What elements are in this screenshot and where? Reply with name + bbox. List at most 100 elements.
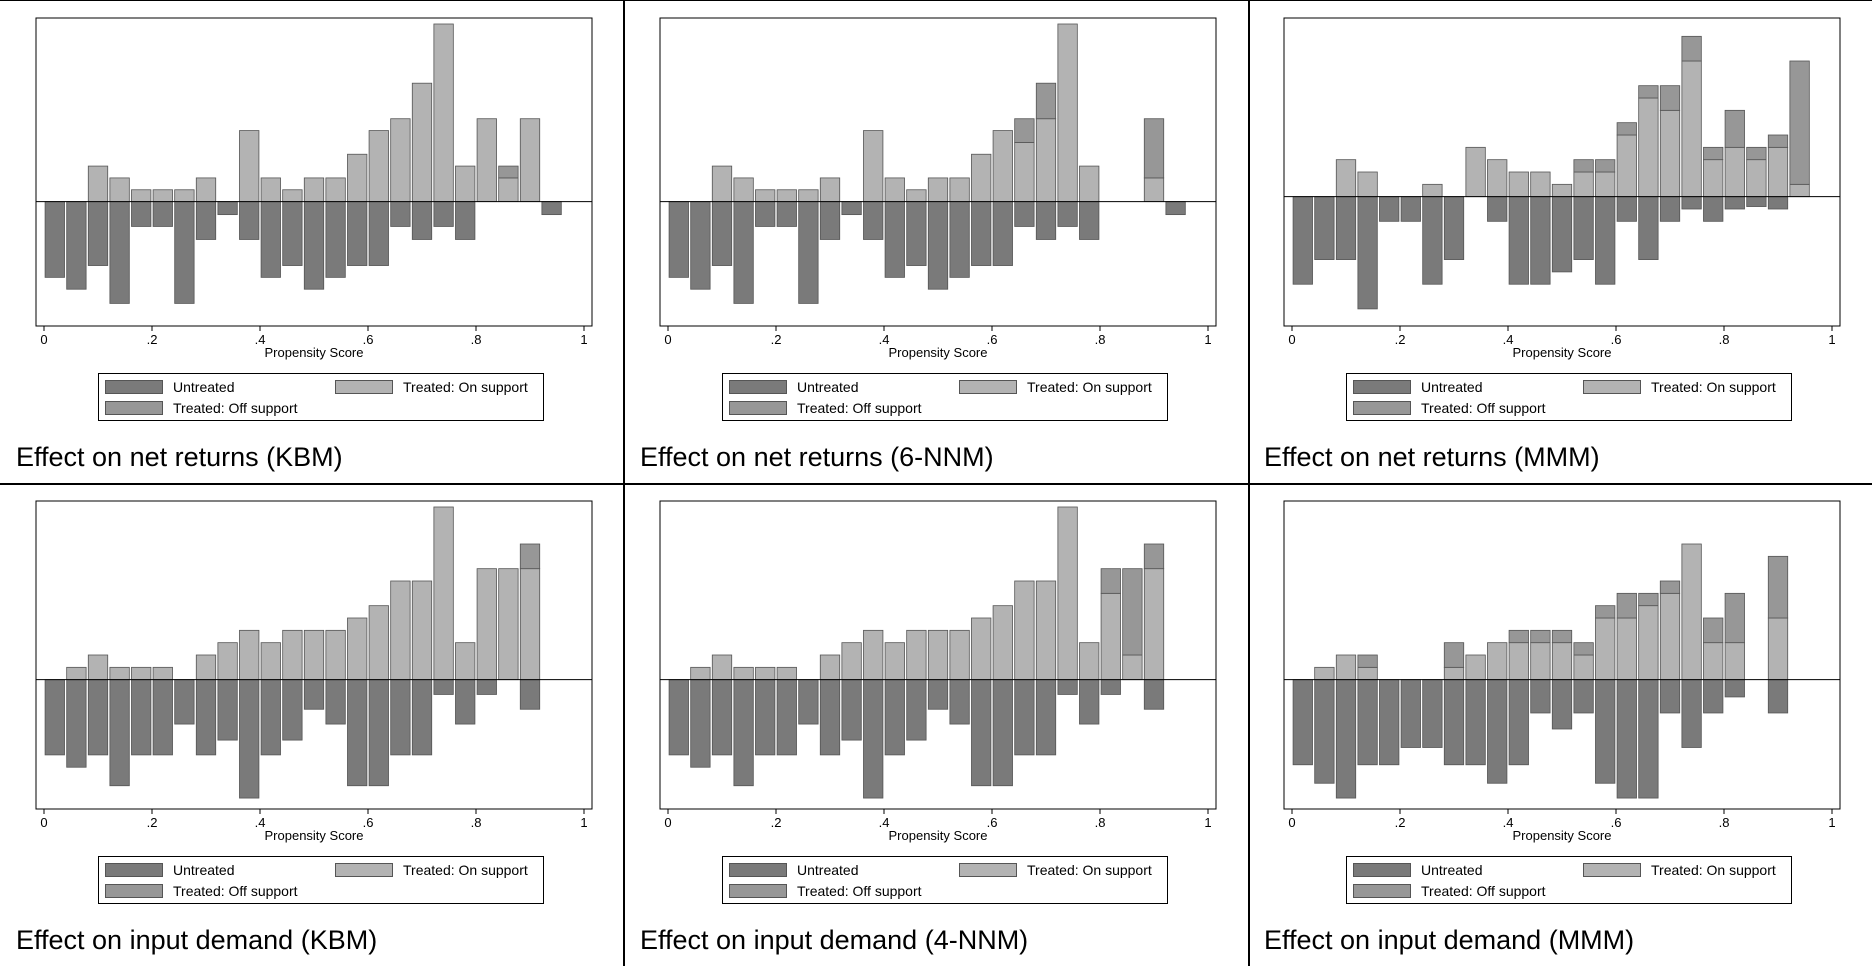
bar-treated-on-support: [411, 82, 433, 202]
bar-treated-off-support: [1659, 580, 1681, 594]
bar-untreated: [1681, 679, 1702, 748]
bar-untreated: [1292, 679, 1313, 766]
bar-untreated: [1335, 679, 1357, 799]
panel-caption: Effect on input demand (KBM): [16, 925, 378, 955]
x-tick-label: .4: [879, 815, 890, 830]
bar-untreated: [455, 201, 476, 240]
histogram-chart: 0 .2 .4 .6 .8 1 Propensity Score: [659, 17, 1217, 360]
bar-treated-on-support: [1035, 580, 1057, 681]
bar-treated-on-support: [1638, 97, 1659, 198]
bar-treated-on-support: [1595, 171, 1616, 198]
bar-treated-on-support: [1335, 654, 1357, 681]
bar-treated-on-support: [1508, 171, 1529, 198]
bar-untreated: [519, 679, 541, 710]
bar-treated-on-support: [906, 629, 927, 681]
bar-treated-off-support: [1703, 617, 1724, 644]
legend-item-treated-on: Treated: On support: [1583, 862, 1776, 878]
bar-treated-off-support: [1638, 85, 1659, 99]
bar-untreated: [992, 679, 1013, 787]
bar-treated-on-support: [390, 118, 411, 202]
x-tick-label: .4: [255, 815, 266, 830]
bar-untreated: [87, 201, 109, 266]
x-tick-label: .8: [1719, 815, 1730, 830]
legend-swatch: [1353, 380, 1411, 394]
bar-treated-on-support: [1487, 642, 1508, 681]
legend-swatch: [729, 884, 787, 898]
histogram-chart: 0 .2 .4 .6 .8 1 Propensity Score: [35, 500, 593, 843]
legend-label: Treated: On support: [403, 379, 528, 395]
bar-treated-off-support: [498, 165, 519, 179]
legend-label: Treated: Off support: [173, 883, 298, 899]
legend-swatch: [1583, 863, 1641, 877]
bar-untreated: [1014, 201, 1035, 227]
bar-treated-off-support: [1724, 109, 1745, 148]
grid-line-left-divider: [623, 0, 625, 966]
bar-treated-on-support: [325, 177, 346, 202]
legend-label: Treated: Off support: [797, 883, 922, 899]
bar-treated-on-support: [1508, 642, 1529, 681]
bar-untreated: [1616, 679, 1637, 799]
bar-untreated: [1357, 679, 1378, 766]
bar-untreated: [1487, 196, 1508, 222]
legend-item-untreated: Untreated: [105, 862, 234, 878]
bar-untreated: [1400, 196, 1421, 222]
bar-untreated: [195, 201, 217, 240]
bar-treated-off-support: [1551, 629, 1573, 644]
bar-untreated: [109, 679, 130, 787]
bar-treated-on-support: [1079, 165, 1100, 203]
legend-label: Untreated: [1421, 862, 1483, 878]
bar-untreated: [668, 679, 689, 756]
bar-treated-on-support: [1443, 666, 1465, 681]
bar-treated-on-support: [1573, 171, 1594, 198]
x-tick-label: .2: [147, 815, 158, 830]
x-tick-label: 1: [1828, 332, 1835, 347]
bar-treated-off-support: [519, 543, 541, 570]
bar-treated-off-support: [1143, 118, 1165, 179]
bar-treated-on-support: [1035, 118, 1057, 202]
bar-untreated: [1379, 679, 1400, 766]
bar-untreated: [1079, 679, 1100, 725]
x-tick-label: 0: [664, 332, 671, 347]
bar-treated-on-support: [927, 177, 949, 202]
bar-treated-off-support: [1573, 159, 1594, 173]
legend-item-treated-off: Treated: Off support: [105, 883, 298, 899]
bar-treated-on-support: [131, 189, 152, 202]
bar-treated-on-support: [1551, 642, 1573, 681]
x-axis-title: Propensity Score: [265, 828, 364, 843]
bar-treated-on-support: [711, 165, 733, 203]
bar-untreated: [971, 679, 992, 787]
bar-treated-on-support: [1122, 654, 1143, 681]
bar-untreated: [217, 679, 238, 741]
bar-treated-on-support: [1530, 171, 1551, 198]
bar-untreated: [884, 201, 905, 278]
bar-treated-on-support: [1681, 543, 1702, 681]
panel-net-returns-kbm: 0 .2 .4 .6 .8 1 Propensity Score Untreated Treat…: [0, 0, 624, 483]
bar-untreated: [1100, 679, 1121, 695]
bar-untreated: [325, 201, 346, 278]
legend-swatch: [105, 401, 163, 415]
bar-untreated: [347, 679, 368, 787]
legend: Untreated Treated: On support Treated: Off…: [98, 856, 544, 904]
x-tick-label: .4: [879, 332, 890, 347]
bar-untreated: [1487, 679, 1508, 784]
legend-swatch: [1353, 863, 1411, 877]
bar-treated-on-support: [87, 654, 109, 681]
bar-untreated: [1314, 196, 1335, 260]
x-tick-label: .6: [363, 332, 374, 347]
bar-treated-on-support: [1100, 592, 1121, 681]
bar-treated-off-support: [1767, 134, 1789, 148]
bar-untreated: [863, 679, 884, 799]
x-tick-label: .6: [363, 815, 374, 830]
bar-untreated: [1530, 679, 1551, 714]
legend-label: Untreated: [173, 379, 235, 395]
bar-treated-on-support: [1014, 141, 1035, 202]
bar-untreated: [884, 679, 905, 756]
bar-untreated: [992, 201, 1013, 266]
bar-treated-on-support: [863, 130, 884, 202]
legend-swatch: [729, 380, 787, 394]
bar-treated-off-support: [1143, 543, 1165, 570]
bar-untreated: [1659, 196, 1681, 222]
bar-treated-on-support: [1659, 592, 1681, 681]
bar-untreated: [1443, 679, 1465, 766]
bar-treated-on-support: [282, 189, 303, 202]
